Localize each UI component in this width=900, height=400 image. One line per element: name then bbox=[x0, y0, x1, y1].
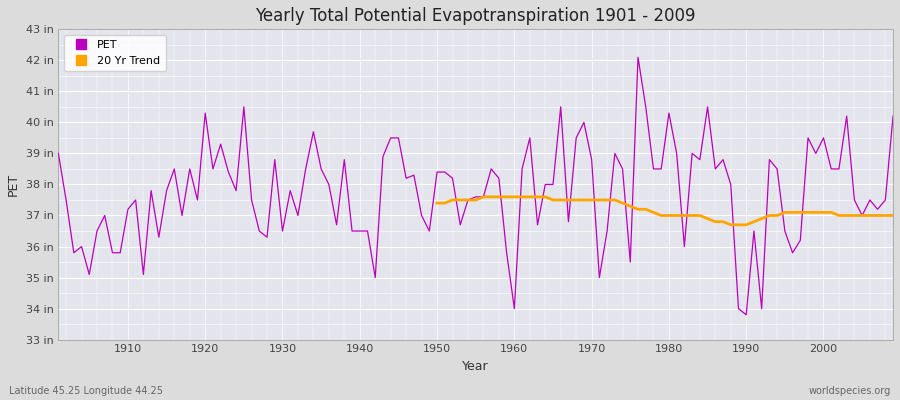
Text: worldspecies.org: worldspecies.org bbox=[809, 386, 891, 396]
Y-axis label: PET: PET bbox=[7, 173, 20, 196]
Legend: PET, 20 Yr Trend: PET, 20 Yr Trend bbox=[64, 35, 166, 72]
X-axis label: Year: Year bbox=[463, 360, 489, 373]
Text: Latitude 45.25 Longitude 44.25: Latitude 45.25 Longitude 44.25 bbox=[9, 386, 163, 396]
Title: Yearly Total Potential Evapotranspiration 1901 - 2009: Yearly Total Potential Evapotranspiratio… bbox=[256, 7, 696, 25]
